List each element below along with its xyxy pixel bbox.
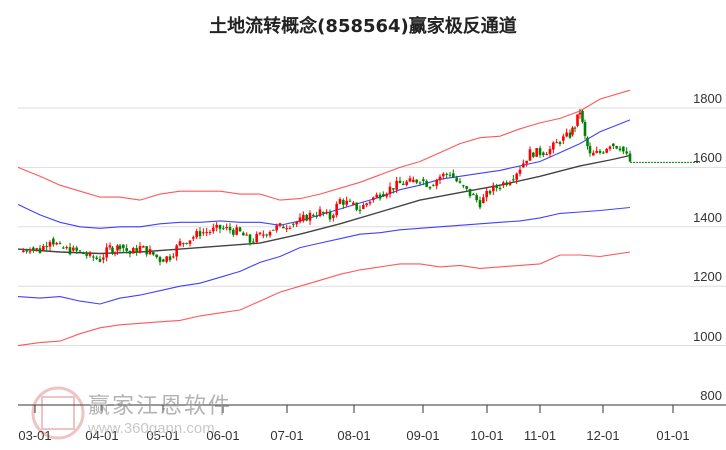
x-tick-label: 11-01 [523,428,557,443]
x-tick-label: 12-01 [586,428,620,443]
x-tick-label: 10-01 [470,428,504,443]
watermark-brand: 赢家江恩软件 [88,394,233,419]
x-tick-label: 05-01 [146,428,180,443]
y-tick-label: 1400 [693,209,722,225]
chart-title: 土地流转概念(858564)赢家极反通道 [209,16,517,37]
channel-bands [17,89,631,347]
y-tick-label: 1200 [693,269,722,285]
candles [22,108,632,266]
x-tick-label: 07-01 [270,428,304,443]
x-axis [18,404,726,413]
watermark-seal-icon [31,386,85,440]
x-tick-label: 09-01 [406,428,440,443]
x-tick-label: 08-01 [337,428,371,443]
x-tick-label: 06-01 [206,428,240,443]
watermark-url: www.360gann.com [88,420,215,437]
y-tick-label: 1000 [693,328,722,344]
x-tick-label: 01-01 [656,428,690,443]
x-tick-label: 04-01 [85,428,119,443]
y-tick-label: 1600 [693,150,722,166]
y-tick-label: 1800 [693,91,722,106]
gridlines [18,107,726,347]
x-tick-label: 03-01 [18,428,52,443]
y-tick-label: 800 [700,388,722,403]
